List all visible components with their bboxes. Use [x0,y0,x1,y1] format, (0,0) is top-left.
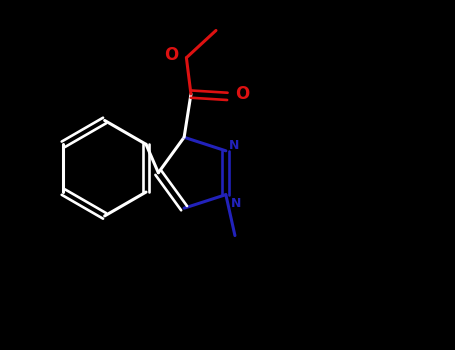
Text: N: N [230,197,241,210]
Text: N: N [229,139,239,152]
Text: O: O [164,47,178,64]
Text: O: O [236,85,250,103]
